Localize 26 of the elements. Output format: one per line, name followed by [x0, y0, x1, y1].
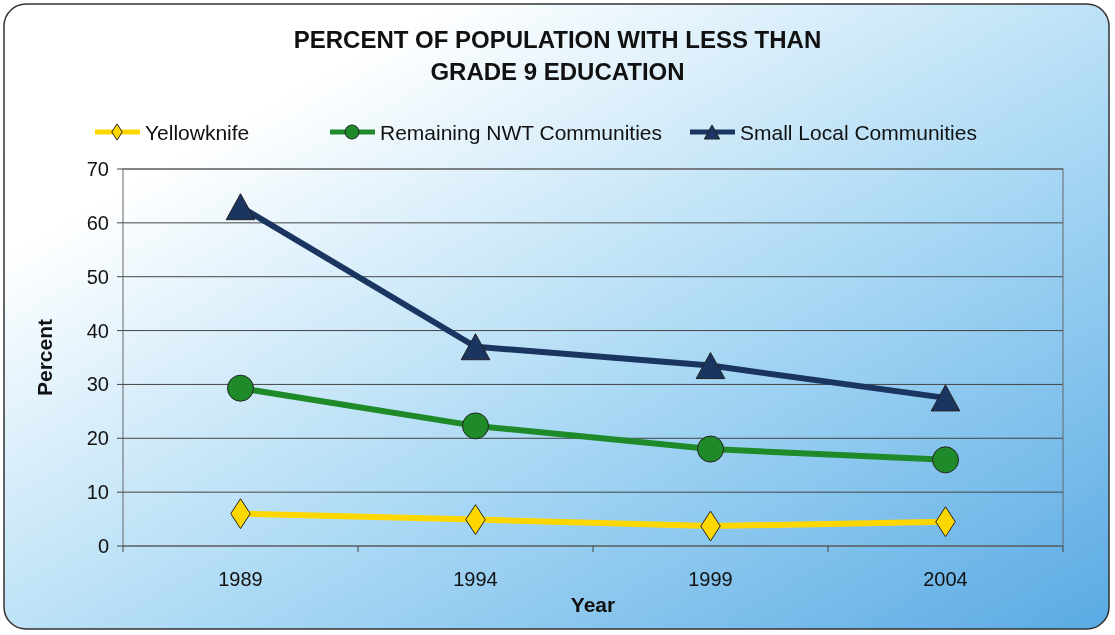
- point: [225, 193, 256, 221]
- y-tick-label: 0: [97, 535, 109, 557]
- point: [930, 384, 961, 412]
- point: [460, 333, 491, 361]
- x-tick-label: 2004: [923, 568, 968, 590]
- x-axis-title: Year: [570, 593, 616, 616]
- y-axis-title: Percent: [33, 318, 56, 397]
- point: [227, 374, 254, 402]
- y-tick-label: 10: [86, 481, 109, 504]
- chart-title: PERCENT OF POPULATION WITH LESS THAN GRADE 9 EDUCATION: [293, 26, 822, 85]
- legend-label: Yellowknife: [145, 121, 250, 144]
- point: [932, 446, 959, 474]
- legend-label: Remaining NWT Communities: [380, 121, 663, 144]
- y-tick-label: 70: [86, 158, 109, 180]
- x-tick-label: 1989: [218, 568, 263, 590]
- y-tick-label: 30: [86, 373, 109, 396]
- legend-label: Small Local Communities: [740, 121, 977, 144]
- point: [697, 435, 724, 463]
- y-tick-label: 20: [86, 427, 109, 450]
- x-tick-label: 1994: [453, 568, 498, 590]
- point: [462, 412, 489, 440]
- y-tick-label: 60: [86, 211, 109, 234]
- y-tick-label: 50: [86, 265, 109, 288]
- point: [695, 352, 726, 380]
- x-tick-label: 1999: [688, 568, 733, 590]
- y-tick-label: 40: [86, 319, 109, 342]
